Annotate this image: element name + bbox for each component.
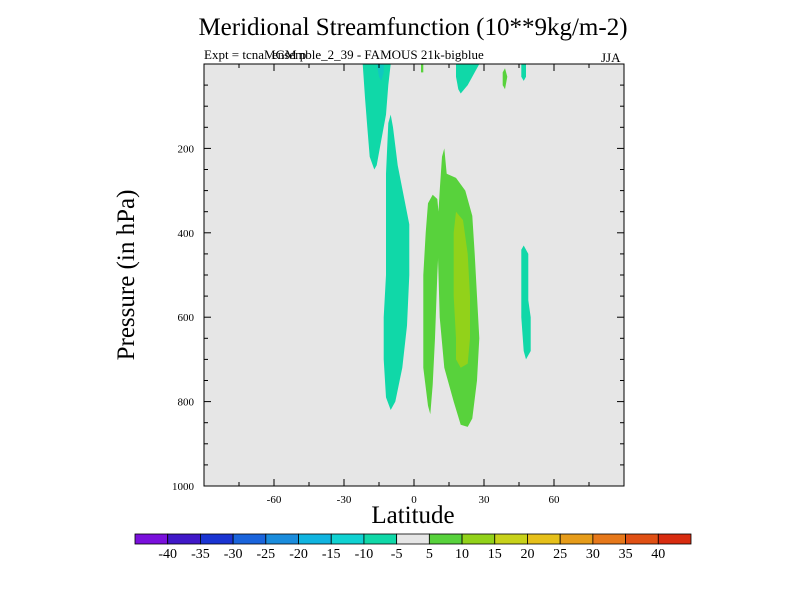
colorbar-swatch [363, 533, 398, 545]
contour-layer [362, 64, 531, 427]
plot-background [204, 64, 624, 486]
colorbar-swatch [657, 533, 692, 545]
x-axis-label: Latitude [371, 502, 455, 529]
colorbar-swatch [265, 533, 299, 545]
x-tick-label: 60 [549, 494, 561, 506]
colorbar-swatch [167, 533, 201, 545]
y-tick-label: 400 [178, 228, 195, 240]
y-tick-label: 800 [178, 397, 195, 409]
contour-region-6 [521, 245, 531, 360]
x-tick-label: -30 [337, 494, 352, 506]
colorbar-label: 15 [488, 547, 502, 562]
colorbar-swatch [396, 533, 430, 545]
colorbar-label: 25 [553, 547, 567, 562]
colorbar-swatch [494, 533, 528, 545]
contour-region-2 [376, 64, 384, 81]
contour-region-11 [502, 68, 508, 90]
colorbar-label: 5 [426, 547, 433, 562]
colorbar-label: 40 [651, 547, 665, 562]
contour-region-7 [421, 64, 424, 73]
colorbar-swatch [592, 533, 626, 545]
colorbar-swatch [330, 533, 365, 545]
colorbar-label: -30 [224, 547, 243, 562]
colorbar-label: -5 [391, 547, 403, 562]
colorbar-label: 35 [619, 547, 633, 562]
y-tick-label: 1000 [172, 481, 195, 493]
colorbar-label: -15 [322, 547, 341, 562]
colorbar-label: 20 [520, 547, 534, 562]
x-tick-label: 30 [479, 494, 491, 506]
colorbar-swatch [527, 533, 561, 545]
colorbar-swatch [559, 533, 594, 545]
colorbar-label: 30 [586, 547, 600, 562]
colorbar-swatch [298, 533, 332, 545]
colorbar-swatch [461, 533, 496, 545]
chart-title: Meridional Streamfunction (10**9kg/m-2) [198, 14, 628, 41]
colorbar-swatch [200, 533, 234, 545]
x-tick-label: 0 [411, 494, 417, 506]
colorbar-label: -10 [355, 547, 374, 562]
colorbar-label: -35 [191, 547, 210, 562]
colorbar-swatch [625, 533, 659, 545]
colorbar-label: -25 [256, 547, 275, 562]
colorbar-swatch [134, 533, 169, 545]
colorbar-swatch [428, 533, 463, 545]
contour-region-4 [456, 64, 480, 94]
contour-region-5 [521, 64, 526, 81]
contour-region-1 [362, 64, 391, 170]
experiment-label: Expt = tcnaMGM p [204, 47, 307, 62]
colorbar-swatch [232, 533, 267, 545]
x-tick-label: -60 [267, 494, 282, 506]
colorbar-label: -40 [158, 547, 177, 562]
colorbar-label: 10 [455, 547, 469, 562]
colorbar-label: -20 [289, 547, 308, 562]
contour-region-3 [383, 114, 410, 410]
experiment-suffix-label: ensemble_2_39 - FAMOUS 21k-bigblue [272, 47, 484, 62]
y-tick-label: 200 [178, 143, 195, 155]
y-tick-label: 600 [178, 312, 195, 324]
contour-region-10 [453, 211, 470, 368]
season-label: JJA [601, 50, 621, 65]
contour-region-8 [423, 194, 440, 415]
